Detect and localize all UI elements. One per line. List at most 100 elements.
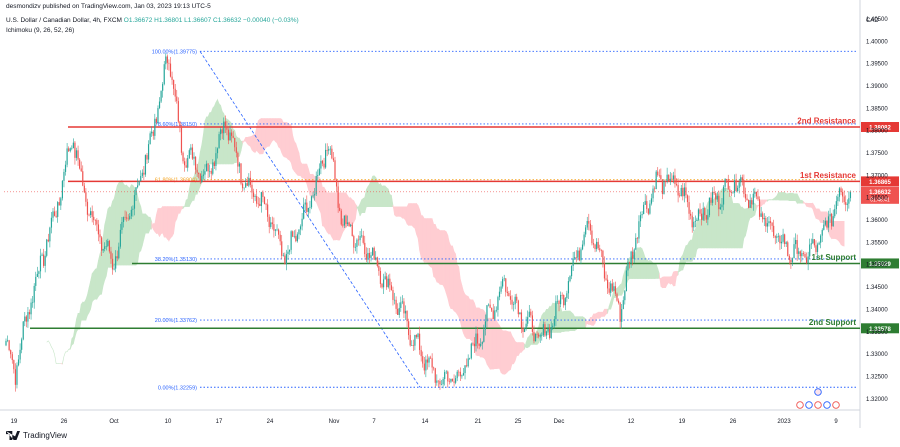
candle-body	[711, 191, 714, 203]
candle-body	[176, 96, 178, 102]
candle-body	[467, 358, 469, 367]
candle-body	[314, 194, 316, 196]
candle-body	[505, 278, 507, 292]
candle-body	[732, 192, 734, 194]
candle-body	[447, 371, 449, 382]
candle-body	[46, 239, 48, 256]
candle-body	[334, 160, 336, 180]
candle-body	[702, 207, 704, 220]
candle-body	[231, 132, 233, 136]
candle-body	[273, 224, 275, 231]
candle-body	[332, 158, 335, 161]
ichimoku-cloud-segment	[54, 354, 57, 364]
candle-body	[686, 195, 689, 203]
candle-body	[88, 214, 90, 216]
candle-body	[831, 213, 833, 227]
candle-body	[194, 156, 197, 170]
candle-body	[743, 180, 745, 194]
currency-label: CAD	[866, 18, 879, 24]
candle-body	[650, 198, 653, 204]
candle-body	[345, 215, 347, 224]
candle-body	[162, 84, 164, 91]
candle-body	[585, 227, 587, 235]
candle-body	[270, 222, 272, 227]
candle-body	[509, 296, 512, 300]
candle-body	[502, 279, 504, 287]
candle-body	[663, 180, 665, 194]
candle-body	[389, 278, 391, 286]
candle-body	[766, 223, 768, 227]
price-tick-label: 1.37000	[866, 173, 888, 179]
candle-body	[453, 381, 455, 383]
candle-body	[325, 149, 327, 168]
level-price-tag	[861, 122, 899, 133]
candle-body	[705, 215, 707, 220]
candle-body	[201, 175, 203, 183]
tradingview-logo: TradingView	[6, 431, 67, 440]
candle-body	[632, 251, 634, 259]
candle-body	[329, 148, 331, 150]
candle-body	[39, 255, 42, 272]
candle-body	[701, 213, 703, 220]
candle-body	[395, 299, 397, 309]
candle-body	[835, 201, 837, 210]
candle-body	[252, 192, 255, 197]
candle-body	[393, 299, 396, 301]
candle-body	[813, 239, 815, 246]
candle-body	[804, 254, 806, 258]
candle-body	[151, 131, 153, 134]
tradingview-logo-icon	[6, 431, 20, 440]
candle-body	[431, 358, 433, 368]
fib-level-label: 20.00%(1.33762)	[155, 318, 197, 324]
candle-body	[94, 219, 96, 221]
economic-event-icon	[814, 388, 822, 396]
candle-body	[115, 256, 117, 269]
candle-body	[97, 224, 100, 235]
candle-body	[392, 290, 394, 300]
candle-body	[77, 150, 79, 160]
candle-body	[600, 250, 602, 251]
candle-body	[580, 249, 582, 261]
candle-body	[276, 229, 278, 231]
indicator-label[interactable]: Ichimoku (9, 26, 52, 26)	[6, 27, 75, 34]
candle-body	[137, 185, 139, 188]
candle-body	[818, 242, 820, 245]
candle-body	[538, 334, 540, 337]
candle-body	[605, 278, 607, 280]
level-price-label: 1.38082	[869, 126, 891, 132]
candle-body	[265, 204, 267, 205]
candle-body	[809, 244, 811, 257]
candle-body	[185, 165, 187, 168]
candle-body	[409, 335, 411, 346]
candle-body	[152, 131, 154, 136]
candle-body	[738, 182, 740, 188]
time-tick-label: 17	[216, 419, 223, 425]
candle-body	[749, 200, 751, 208]
candle-body	[542, 324, 544, 336]
candle-body	[669, 178, 671, 182]
candle-body	[90, 211, 92, 215]
candle-body	[105, 245, 107, 247]
level-price-label: 1.36865	[869, 180, 891, 186]
candle-body	[111, 258, 114, 270]
price-tick-label: 1.38500	[866, 106, 888, 112]
candle-body	[716, 195, 718, 200]
candle-body	[379, 270, 382, 284]
candle-body	[263, 197, 266, 205]
candle-body	[425, 359, 427, 371]
candle-body	[495, 309, 497, 311]
candle-body	[498, 291, 501, 298]
candle-body	[718, 195, 720, 210]
candle-body	[24, 316, 26, 322]
candle-body	[476, 333, 479, 344]
candle-body	[821, 229, 823, 236]
candle-body	[184, 161, 186, 166]
candle-body	[404, 310, 407, 314]
candle-body	[55, 215, 57, 217]
candle-body	[848, 198, 850, 204]
symbol-name[interactable]: U.S. Dollar / Canadian Dollar, 4h, FXCM	[6, 17, 122, 24]
ichimoku-cloud-segment	[46, 340, 49, 343]
ichimoku-cloud-segment	[62, 356, 65, 365]
candle-body	[179, 121, 181, 127]
